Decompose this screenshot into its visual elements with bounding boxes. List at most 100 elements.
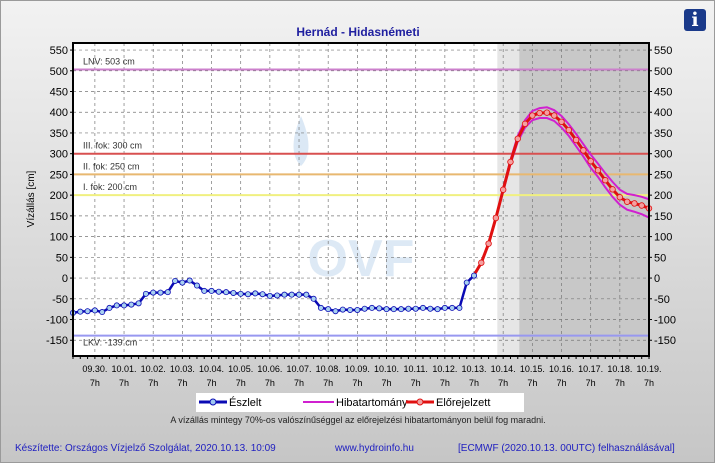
x-tick-label: 10.19. — [636, 364, 661, 374]
x-tick-hour: 7h — [440, 378, 450, 388]
observed-point — [77, 308, 84, 315]
forecast-point — [551, 112, 558, 119]
observed-point — [296, 291, 303, 298]
observed-point — [252, 290, 259, 297]
x-tick-hour: 7h — [90, 378, 100, 388]
x-tick-hour: 7h — [207, 378, 217, 388]
x-tick-hour: 7h — [148, 378, 158, 388]
observed-point — [150, 289, 157, 296]
y-tick-label: 0 — [62, 273, 68, 285]
forecast-point — [485, 240, 492, 247]
forecast-point — [514, 135, 521, 142]
y-tick-label: -100 — [654, 315, 676, 327]
observed-point — [266, 292, 273, 299]
forecast-point — [507, 158, 514, 166]
x-tick-label: 09.30. — [82, 364, 107, 374]
observed-point — [361, 305, 368, 312]
reference-label-iii: III. fok: 300 cm — [83, 141, 142, 151]
y-tick-label: -100 — [46, 315, 68, 327]
y-tick-label: 300 — [50, 149, 68, 161]
forecast-point — [499, 186, 507, 193]
x-tick-label: 10.06. — [257, 364, 282, 374]
probability-note: A vízállás mintegy 70%-os valószínűségge… — [170, 415, 545, 425]
x-tick-label: 10.14. — [491, 364, 516, 374]
forecast-point — [536, 109, 543, 117]
observed-point — [325, 306, 332, 313]
y-tick-label: 550 — [50, 45, 68, 57]
legend-forecast-marker — [416, 398, 424, 406]
y-tick-label: 0 — [654, 273, 660, 285]
observed-point — [471, 272, 478, 279]
observed-point — [419, 304, 426, 311]
observed-point — [215, 288, 222, 295]
observed-point — [106, 304, 113, 311]
observed-point — [310, 295, 317, 302]
x-tick-hour: 7h — [177, 378, 187, 388]
y-tick-label: 300 — [654, 149, 672, 161]
y-tick-label: 150 — [50, 211, 68, 223]
observed-point — [354, 306, 361, 313]
y-tick-label: 550 — [654, 45, 672, 57]
observed-point — [259, 291, 266, 298]
x-tick-label: 10.11. — [404, 364, 428, 374]
x-tick-label: 10.09. — [345, 364, 370, 374]
y-tick-label: 400 — [50, 107, 68, 119]
observed-point — [230, 289, 237, 296]
observed-point — [398, 306, 405, 313]
observed-point — [339, 306, 346, 313]
x-tick-label: 10.12. — [432, 364, 457, 374]
y-tick-label: -50 — [654, 294, 670, 306]
observed-point — [412, 305, 419, 312]
y-tick-label: 100 — [654, 232, 672, 244]
observed-point — [223, 289, 230, 296]
y-tick-label: -50 — [52, 294, 68, 306]
footer-author: Készítette: Országos Vízjelző Szolgálat,… — [15, 443, 276, 454]
chart-title: Hernád - Hidasnémeti — [296, 25, 419, 39]
y-tick-label: 500 — [654, 66, 672, 78]
forecast-point — [623, 198, 631, 205]
observed-point — [91, 307, 98, 314]
observed-point — [193, 282, 200, 289]
x-tick-label: 10.03. — [170, 364, 195, 374]
y-tick-label: 100 — [50, 232, 68, 244]
info-button[interactable]: i — [684, 9, 706, 31]
observed-point — [390, 306, 397, 313]
forecast-point — [558, 118, 565, 125]
x-tick-label: 10.18. — [607, 364, 632, 374]
observed-point — [303, 291, 310, 298]
footer-site-link[interactable]: www.hydroinfo.hu — [334, 443, 414, 454]
y-tick-label: 200 — [50, 190, 68, 202]
observed-point — [157, 289, 164, 296]
observed-point — [208, 287, 215, 294]
x-tick-hour: 7h — [236, 378, 246, 388]
legend: Észlelt Hibatartomány Előrejelzett — [196, 393, 524, 412]
forecast-point — [616, 194, 624, 201]
y-tick-label: 250 — [654, 169, 672, 181]
x-tick-hour: 7h — [294, 378, 304, 388]
x-tick-hour: 7h — [119, 378, 129, 388]
observed-point — [347, 306, 354, 313]
forecast-point — [587, 157, 594, 165]
y-tick-label: 400 — [654, 107, 672, 119]
x-tick-label: 10.07. — [287, 364, 312, 374]
x-tick-label: 10.05. — [228, 364, 253, 374]
observed-point — [383, 306, 390, 313]
x-tick-hour: 7h — [586, 378, 596, 388]
observed-point — [84, 308, 91, 315]
forecast-point — [565, 126, 572, 134]
observed-point — [164, 289, 171, 296]
forecast-shade — [519, 43, 649, 356]
reference-label-ii: II. fok: 250 cm — [83, 161, 140, 171]
forecast-point — [638, 202, 645, 209]
observed-point — [274, 292, 281, 299]
observed-point — [135, 300, 142, 307]
x-tick-hour: 7h — [265, 378, 275, 388]
x-tick-hour: 7h — [556, 378, 566, 388]
forecast-point — [609, 186, 616, 193]
y-tick-label: 350 — [654, 128, 672, 140]
x-tick-hour: 7h — [323, 378, 333, 388]
x-tick-label: 10.01. — [112, 364, 137, 374]
watermark-logo: OVF — [308, 230, 415, 288]
